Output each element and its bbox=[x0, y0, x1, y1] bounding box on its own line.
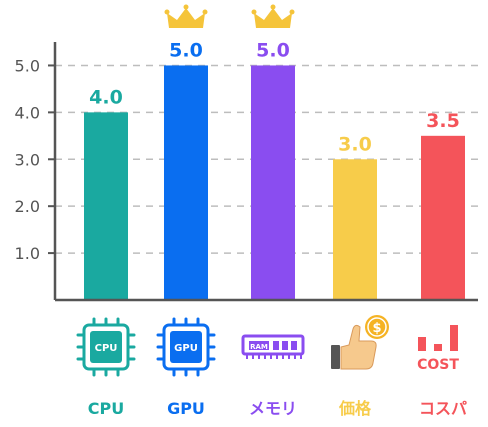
value-label: 5.0 bbox=[169, 39, 203, 61]
y-tick-label: 3.0 bbox=[15, 150, 40, 169]
value-label: 3.5 bbox=[426, 110, 460, 132]
bar bbox=[251, 65, 295, 300]
ram-module-icon: RAM bbox=[241, 334, 305, 359]
cost-icon-text: COST bbox=[417, 357, 459, 373]
coin-icon-text: $ bbox=[372, 321, 381, 336]
crown-jewel bbox=[251, 9, 257, 15]
value-labels: 4.0 5.0 5.0 3.0 3.5 bbox=[89, 39, 460, 155]
thumbs-up-coin-icon: $ bbox=[331, 315, 389, 370]
crown-jewel bbox=[202, 9, 208, 15]
cost-bars-icon: COST bbox=[417, 325, 459, 373]
category-label: CPU bbox=[88, 399, 124, 418]
crown-icon bbox=[167, 8, 205, 28]
bar bbox=[164, 65, 208, 300]
value-label: 3.0 bbox=[338, 133, 372, 155]
ram-icon-text: RAM bbox=[250, 343, 268, 351]
gpu-icon-text: GPU bbox=[174, 343, 198, 354]
cpu-chip-icon: CPU bbox=[76, 317, 136, 377]
category-label: コスパ bbox=[419, 399, 467, 418]
crown-jewel bbox=[164, 9, 170, 15]
category-label: 価格 bbox=[338, 399, 372, 418]
value-label: 4.0 bbox=[89, 86, 123, 108]
y-tick-labels: 1.0 2.0 3.0 4.0 5.0 bbox=[15, 56, 40, 263]
category-labels: CPU GPU メモリ 価格 コスパ bbox=[88, 399, 467, 418]
gpu-chip-icon: GPU bbox=[156, 317, 216, 377]
crown-jewel bbox=[183, 4, 189, 10]
crown-jewel bbox=[289, 9, 295, 15]
crown-icon bbox=[254, 8, 292, 28]
y-tick-label: 5.0 bbox=[15, 56, 40, 75]
y-tick-label: 1.0 bbox=[15, 244, 40, 263]
crowns bbox=[164, 4, 295, 28]
bar bbox=[421, 135, 465, 300]
axes bbox=[53, 42, 478, 302]
category-label: GPU bbox=[167, 399, 205, 418]
crown-jewel bbox=[270, 4, 276, 10]
y-tick-label: 4.0 bbox=[15, 103, 40, 122]
value-label: 5.0 bbox=[256, 39, 290, 61]
bar bbox=[84, 112, 128, 300]
category-icons: CPU GPU RAM bbox=[76, 315, 459, 377]
bar bbox=[333, 159, 377, 300]
cpu-icon-text: CPU bbox=[95, 343, 118, 354]
category-label: メモリ bbox=[249, 399, 297, 418]
y-tick-label: 2.0 bbox=[15, 197, 40, 216]
bars bbox=[84, 65, 465, 300]
